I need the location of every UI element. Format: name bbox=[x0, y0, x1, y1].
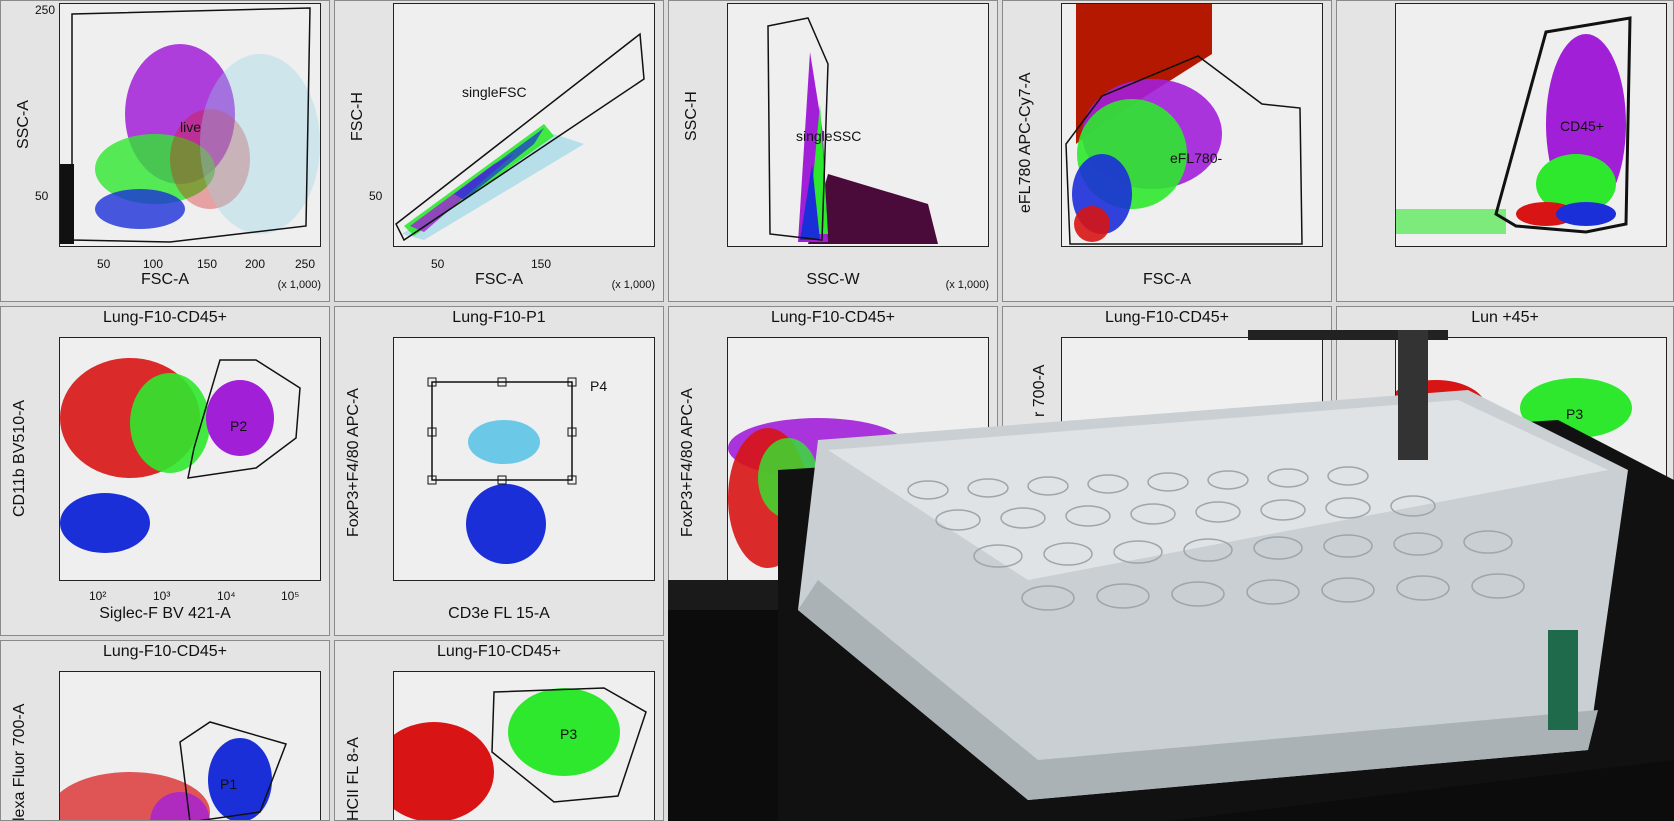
panel-title: Lung-F10-CD45+ bbox=[102, 309, 228, 326]
x-tick: 10² bbox=[89, 589, 107, 603]
scatter-plot-area: singleFSC bbox=[393, 3, 655, 247]
scatter-plot-area: P4 bbox=[393, 337, 655, 581]
x-tick: 50 bbox=[431, 257, 445, 271]
scatter-plot-area: live bbox=[59, 3, 321, 247]
scatter-dots bbox=[427, 377, 577, 564]
panel-title: Lung-F10-CD45+ bbox=[1104, 309, 1230, 326]
x-tick: 10⁵ bbox=[281, 589, 300, 603]
y-tick: 50 bbox=[369, 189, 383, 203]
x-axis-label: FSC-A bbox=[141, 271, 189, 288]
x-tick: 150 bbox=[531, 257, 552, 271]
x-tick: 100 bbox=[143, 257, 164, 271]
y-axis-label: SSC-A bbox=[15, 100, 32, 149]
scatter-dots bbox=[60, 721, 287, 820]
x-axis-multiplier: (x 1,000) bbox=[277, 279, 321, 291]
y-axis-label: eFL780 APC-Cy7-A bbox=[1017, 72, 1034, 213]
scatter-plot-area: P1 bbox=[59, 671, 321, 820]
gate-label: P1 bbox=[220, 776, 238, 792]
x-axis-label: FSC-A bbox=[475, 271, 523, 288]
panel-title: Lung-F10-P1 bbox=[452, 309, 546, 326]
gate-label: singleSSC bbox=[796, 128, 862, 144]
plot-panel-ssc-fsc: live SSC-A 250 50 50 100 150 200 250 FSC… bbox=[0, 0, 330, 302]
plot-panel-sshc-sscw: singleSSC SSC-H SSC-W (x 1,000) bbox=[668, 0, 998, 302]
gate-label: P3 bbox=[560, 726, 578, 742]
well-plate-photo bbox=[668, 330, 1674, 821]
y-tick: 250 bbox=[35, 3, 56, 17]
y-tick: 50 bbox=[35, 189, 49, 203]
scatter-dots bbox=[394, 687, 647, 820]
gate-label: live bbox=[180, 119, 202, 135]
x-axis-label: CD3e FL 15-A bbox=[448, 605, 550, 622]
x-tick: 150 bbox=[197, 257, 218, 271]
x-tick: 10³ bbox=[153, 589, 171, 603]
gate-label: eFL780- bbox=[1170, 150, 1223, 166]
y-axis-label: lexa Fluor 700-A bbox=[11, 703, 28, 821]
plot-panel-fsch-fsca: singleFSC FSC-H 50 50 150 FSC-A (x 1,000… bbox=[334, 0, 664, 302]
plot-panel-mhcii-p3: Lung-F10-CD45+ P3 HCII FL 8-A bbox=[334, 640, 664, 821]
scatter-plot-area: P3 bbox=[393, 671, 655, 820]
plot-panel-cd45: CD45+ bbox=[1336, 0, 1674, 302]
x-tick: 200 bbox=[245, 257, 266, 271]
scatter-dots bbox=[60, 7, 320, 244]
scatter-plot-area: eFL780- bbox=[1061, 3, 1323, 247]
y-axis-label: FoxP3+F4/80 APC-A bbox=[345, 388, 362, 537]
scatter-dots bbox=[767, 17, 938, 244]
y-axis-label: FSC-H bbox=[349, 92, 366, 141]
scatter-plot-area: CD45+ bbox=[1395, 3, 1667, 247]
x-axis-label: Siglec-F BV 421-A bbox=[99, 605, 231, 622]
panel-title: Lung-F10-CD45+ bbox=[436, 643, 562, 660]
panel-title: Lung-F10-CD45+ bbox=[770, 309, 896, 326]
plot-panel-af700-p1: Lung-F10-CD45+ P1 lexa Fluor 700-A bbox=[0, 640, 330, 821]
gate-label: P3 bbox=[1566, 406, 1584, 422]
scatter-plot-area: P2 bbox=[59, 337, 321, 581]
x-tick: 250 bbox=[295, 257, 316, 271]
y-axis-label: CD11b BV510-A bbox=[11, 399, 28, 517]
plot-panel-foxp3-cd3e: Lung-F10-P1 P4 FoxP3+F4/80 APC-A CD3e FL… bbox=[334, 306, 664, 636]
scatter-dots bbox=[395, 32, 645, 242]
gate-label: CD45+ bbox=[1560, 118, 1604, 134]
x-tick: 10⁴ bbox=[217, 589, 236, 603]
gate-label: P4 bbox=[590, 378, 608, 394]
scatter-plot-area: singleSSC bbox=[727, 3, 989, 247]
x-axis-multiplier: (x 1,000) bbox=[945, 279, 989, 291]
x-axis-multiplier: (x 1,000) bbox=[611, 279, 655, 291]
x-axis-label: FSC-A bbox=[1143, 271, 1191, 288]
scatter-dots bbox=[1396, 16, 1632, 234]
x-tick: 50 bbox=[97, 257, 111, 271]
plot-panel-efl780-fsca: eFL780- eFL780 APC-Cy7-A FSC-A bbox=[1002, 0, 1332, 302]
panel-title: Lun +45+ bbox=[1471, 309, 1539, 326]
gate-label: singleFSC bbox=[462, 84, 527, 100]
plot-panel-cd11b-siglecf: Lung-F10-CD45+ P2 CD11b BV510-A 10² 10³ … bbox=[0, 306, 330, 636]
scatter-dots bbox=[60, 358, 301, 553]
scatter-dots bbox=[1065, 4, 1303, 245]
y-axis-label: SSC-H bbox=[683, 91, 700, 141]
x-axis-label: SSC-W bbox=[806, 271, 860, 288]
gate-label: P2 bbox=[230, 418, 248, 434]
panel-title: Lung-F10-CD45+ bbox=[102, 643, 228, 660]
y-axis-label: HCII FL 8-A bbox=[345, 737, 362, 821]
